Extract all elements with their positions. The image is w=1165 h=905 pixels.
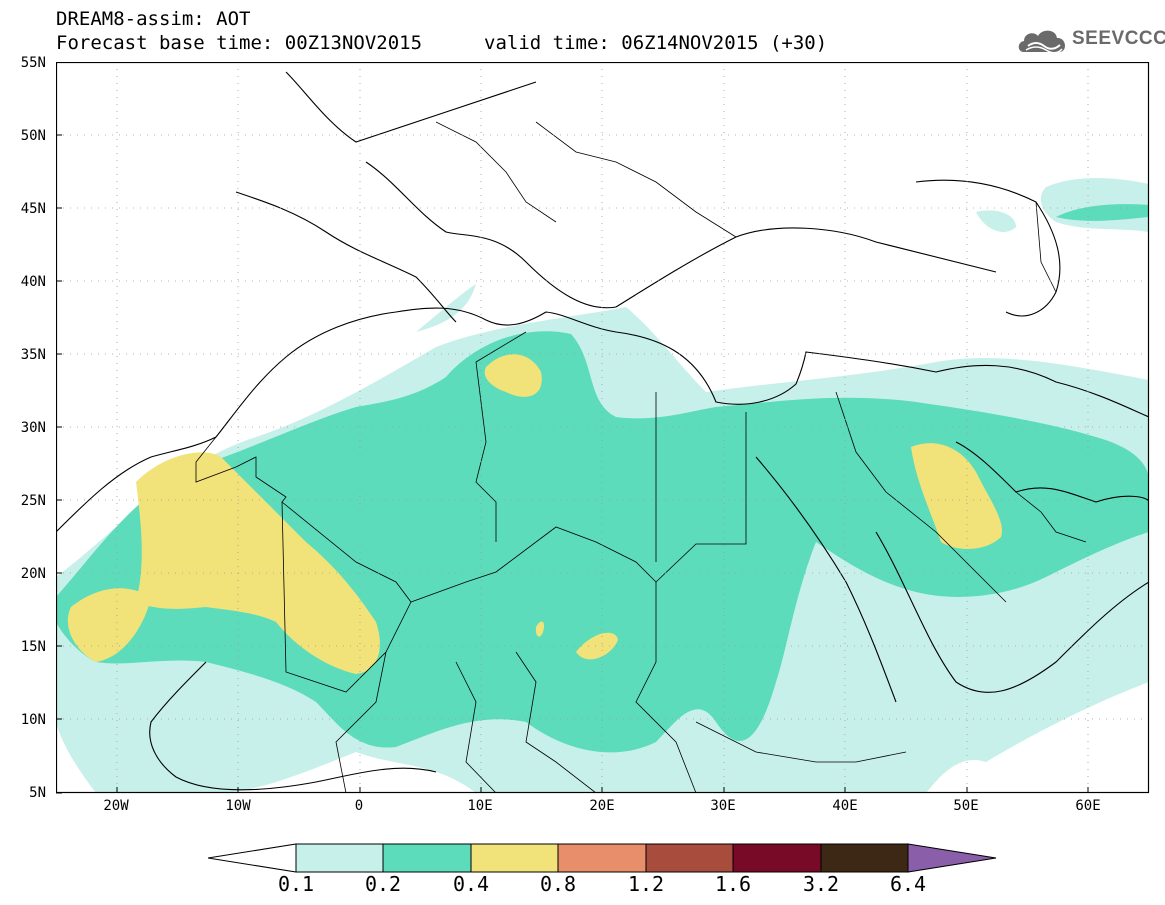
map-border — [56, 62, 1150, 794]
lon-label-0: 0 — [354, 798, 364, 814]
lat-label-5n: 5N — [29, 785, 46, 801]
lon-label-20w: 20W — [103, 798, 129, 814]
lon-label-30e: 30E — [710, 798, 736, 814]
graticule — [56, 62, 1149, 793]
legend-low-arrow — [208, 843, 297, 873]
lat-label-25n: 25N — [20, 493, 46, 509]
lon-label-10e: 10E — [467, 798, 493, 814]
lon-label-50e: 50E — [953, 798, 979, 814]
logo-text: SEEVCCC — [1072, 28, 1165, 49]
legend-label-2: 0.2 — [364, 872, 402, 896]
legend-bin-2 — [382, 843, 472, 873]
lon-label-40e: 40E — [832, 798, 858, 814]
lat-label-40n: 40N — [20, 274, 46, 290]
legend-label-6: 1.6 — [714, 872, 752, 896]
legend-bin-3 — [470, 843, 559, 873]
map-title: DREAM8-assim: AOT — [56, 8, 251, 30]
legend-high-arrow — [907, 843, 997, 873]
lat-label-50n: 50N — [20, 128, 46, 144]
legend-label-5: 1.2 — [627, 872, 665, 896]
lat-label-55n: 55N — [20, 55, 46, 71]
aot-map — [56, 62, 1150, 794]
valid-time: valid time: 06Z14NOV2015 (+30) — [484, 32, 828, 54]
seevccc-logo: SEEVCCC — [1016, 24, 1165, 56]
lat-label-10n: 10N — [20, 712, 46, 728]
legend-label-3: 0.4 — [452, 872, 490, 896]
lat-label-15n: 15N — [20, 639, 46, 655]
lon-label-10w: 10W — [225, 798, 251, 814]
legend-bin-5 — [645, 843, 734, 873]
legend-bin-4 — [557, 843, 647, 873]
legend-bin-1 — [295, 843, 384, 873]
cloud-icon — [1018, 30, 1066, 54]
legend-label-1: 0.1 — [277, 872, 315, 896]
legend-label-7: 3.2 — [802, 872, 840, 896]
forecast-base-time: Forecast base time: 00Z13NOV2015 — [56, 32, 423, 54]
legend-label-8: 6.4 — [889, 872, 927, 896]
legend-bin-7 — [820, 843, 909, 873]
lat-label-35n: 35N — [20, 347, 46, 363]
legend-bin-6 — [732, 843, 822, 873]
aot-colorbar — [208, 843, 997, 873]
lat-label-30n: 30N — [20, 420, 46, 436]
lon-label-60e: 60E — [1075, 798, 1101, 814]
aot-field-0.4-0.8 — [67, 354, 1002, 674]
lon-label-20e: 20E — [589, 798, 615, 814]
coastlines — [56, 71, 1149, 791]
lat-label-20n: 20N — [20, 566, 46, 582]
legend-label-4: 0.8 — [539, 872, 577, 896]
lat-label-45n: 45N — [20, 201, 46, 217]
